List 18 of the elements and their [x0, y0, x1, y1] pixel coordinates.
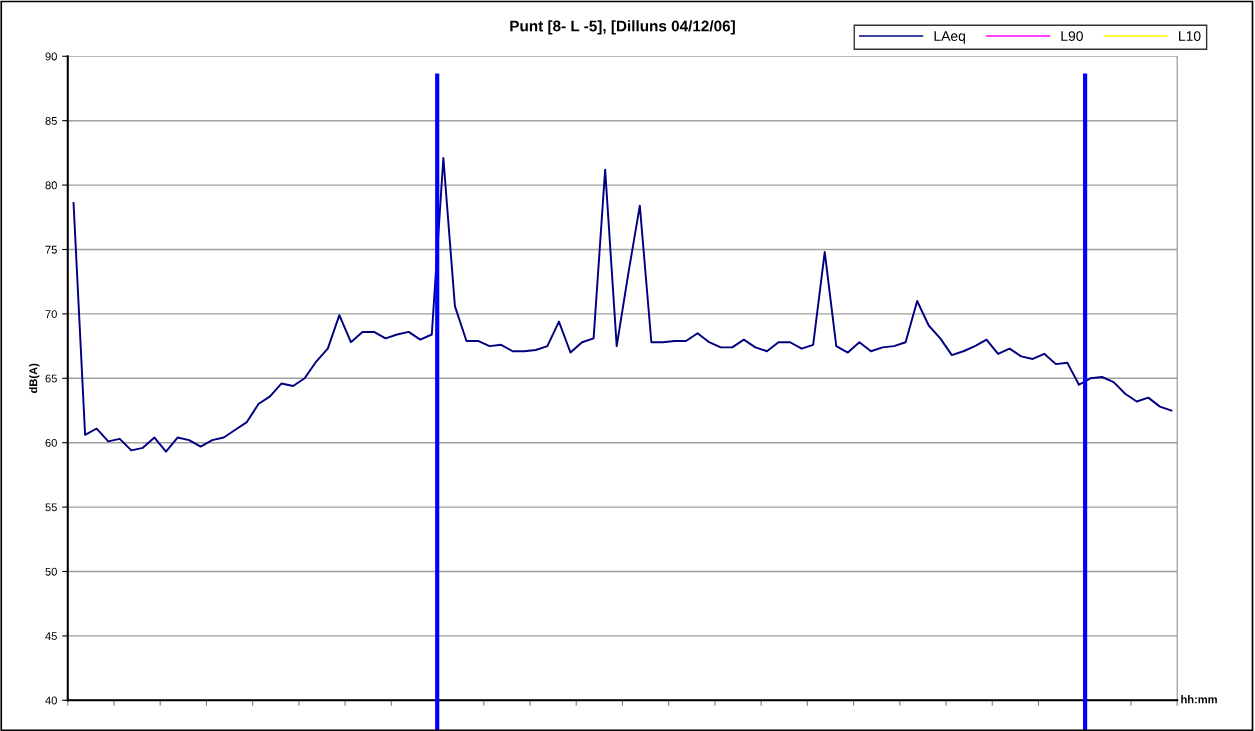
x-axis-title: hh:mm	[1181, 695, 1217, 704]
y-tick-label: 55	[45, 503, 57, 512]
legend-label: L90	[1061, 31, 1083, 41]
legend-label: LAeq	[934, 31, 965, 44]
y-tick-label: 65	[45, 374, 57, 383]
y-tick-label: 60	[45, 438, 57, 447]
y-tick-label: 90	[45, 52, 57, 61]
legend-label: L10	[1179, 31, 1201, 41]
y-tick-label: 50	[45, 567, 57, 576]
y-tick-label: 45	[45, 632, 57, 641]
line-series	[72, 157, 1173, 453]
y-tick-label: 80	[45, 181, 57, 190]
y-tick-label: 85	[45, 116, 57, 125]
y-tick-label: 40	[45, 696, 57, 705]
chart-title: Punt [8- L -5], [Dilluns 04/12/06]	[510, 20, 735, 35]
y-axis-title: dB(A)	[29, 363, 40, 393]
y-tick-label: 70	[45, 310, 57, 319]
y-tick-label: 75	[45, 245, 57, 254]
